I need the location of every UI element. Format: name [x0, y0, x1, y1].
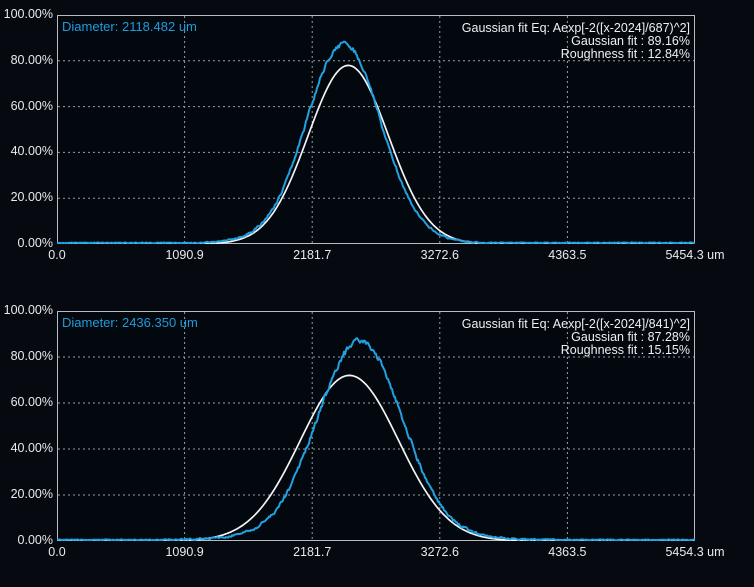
roughness-fit-label: Roughness fit : 15.15% [560, 343, 690, 357]
roughness-fit-label: Roughness fit : 12.84% [560, 47, 690, 61]
fit-annotations: Gaussian fit Eq: Aexp[-2([x-2024]/841)^2… [462, 318, 690, 357]
x-tick-label: 0.0 [48, 248, 66, 262]
y-tick-label: 20.00% [10, 190, 53, 205]
x-tick-label: 4363.5 [548, 248, 587, 262]
measured-profile-curve [57, 337, 695, 541]
y-tick-label: 40.00% [10, 441, 53, 455]
diameter-readout: Diameter: 2118.482 um [62, 19, 197, 34]
gaussian-fit-curve [57, 374, 695, 541]
gaussian-fit-label: Gaussian fit : 89.16% [571, 34, 690, 48]
y-tick-label: 80.00% [10, 349, 53, 363]
x-tick-label: 3272.6 [420, 545, 459, 559]
x-tick-label: 1090.9 [165, 545, 204, 559]
x-tick-label: 2181.7 [293, 248, 332, 262]
y-tick-label: 60.00% [10, 98, 53, 113]
gaussian-equation-label: Gaussian fit Eq: Aexp[-2([x-2024]/687)^2… [461, 21, 690, 35]
x-tick-label: 3272.6 [420, 248, 459, 262]
y-tick-label: 60.00% [10, 395, 53, 409]
gaussian-fit-label: Gaussian fit : 87.28% [571, 330, 690, 344]
y-tick-label: 40.00% [10, 144, 53, 159]
chart-canvas-top [57, 15, 695, 244]
diameter-readout: Diameter: 2436.350 um [62, 315, 198, 330]
y-tick-label: 20.00% [10, 487, 53, 501]
measured-profile-curve [57, 40, 695, 244]
gaussian-equation-label: Gaussian fit Eq: Aexp[-2([x-2024]/841)^2… [461, 317, 690, 331]
x-tick-label: 2181.7 [293, 545, 332, 559]
x-tick-label: 0.0 [48, 545, 66, 559]
x-tick-label: 1090.9 [165, 248, 204, 262]
plot-area-top[interactable]: Diameter: 2118.482 um Gaussian fit Eq: A… [57, 15, 695, 244]
y-tick-label: 80.00% [10, 52, 53, 67]
y-tick-label: 100.00% [3, 303, 53, 317]
x-tick-label: 4363.5 [548, 545, 587, 559]
y-tick-label: 0.00% [17, 236, 53, 250]
x-tick-label: 5454.3 um [665, 248, 725, 262]
fit-annotations: Gaussian fit Eq: Aexp[-2([x-2024]/687)^2… [462, 22, 690, 61]
x-tick-label: 5454.3 um [665, 545, 725, 559]
plot-area-bottom[interactable]: Diameter: 2436.350 um Gaussian fit Eq: A… [57, 311, 695, 541]
y-tick-label: 100.00% [3, 7, 53, 21]
y-tick-label: 0.00% [17, 533, 53, 547]
chart-canvas-bottom [57, 311, 695, 541]
